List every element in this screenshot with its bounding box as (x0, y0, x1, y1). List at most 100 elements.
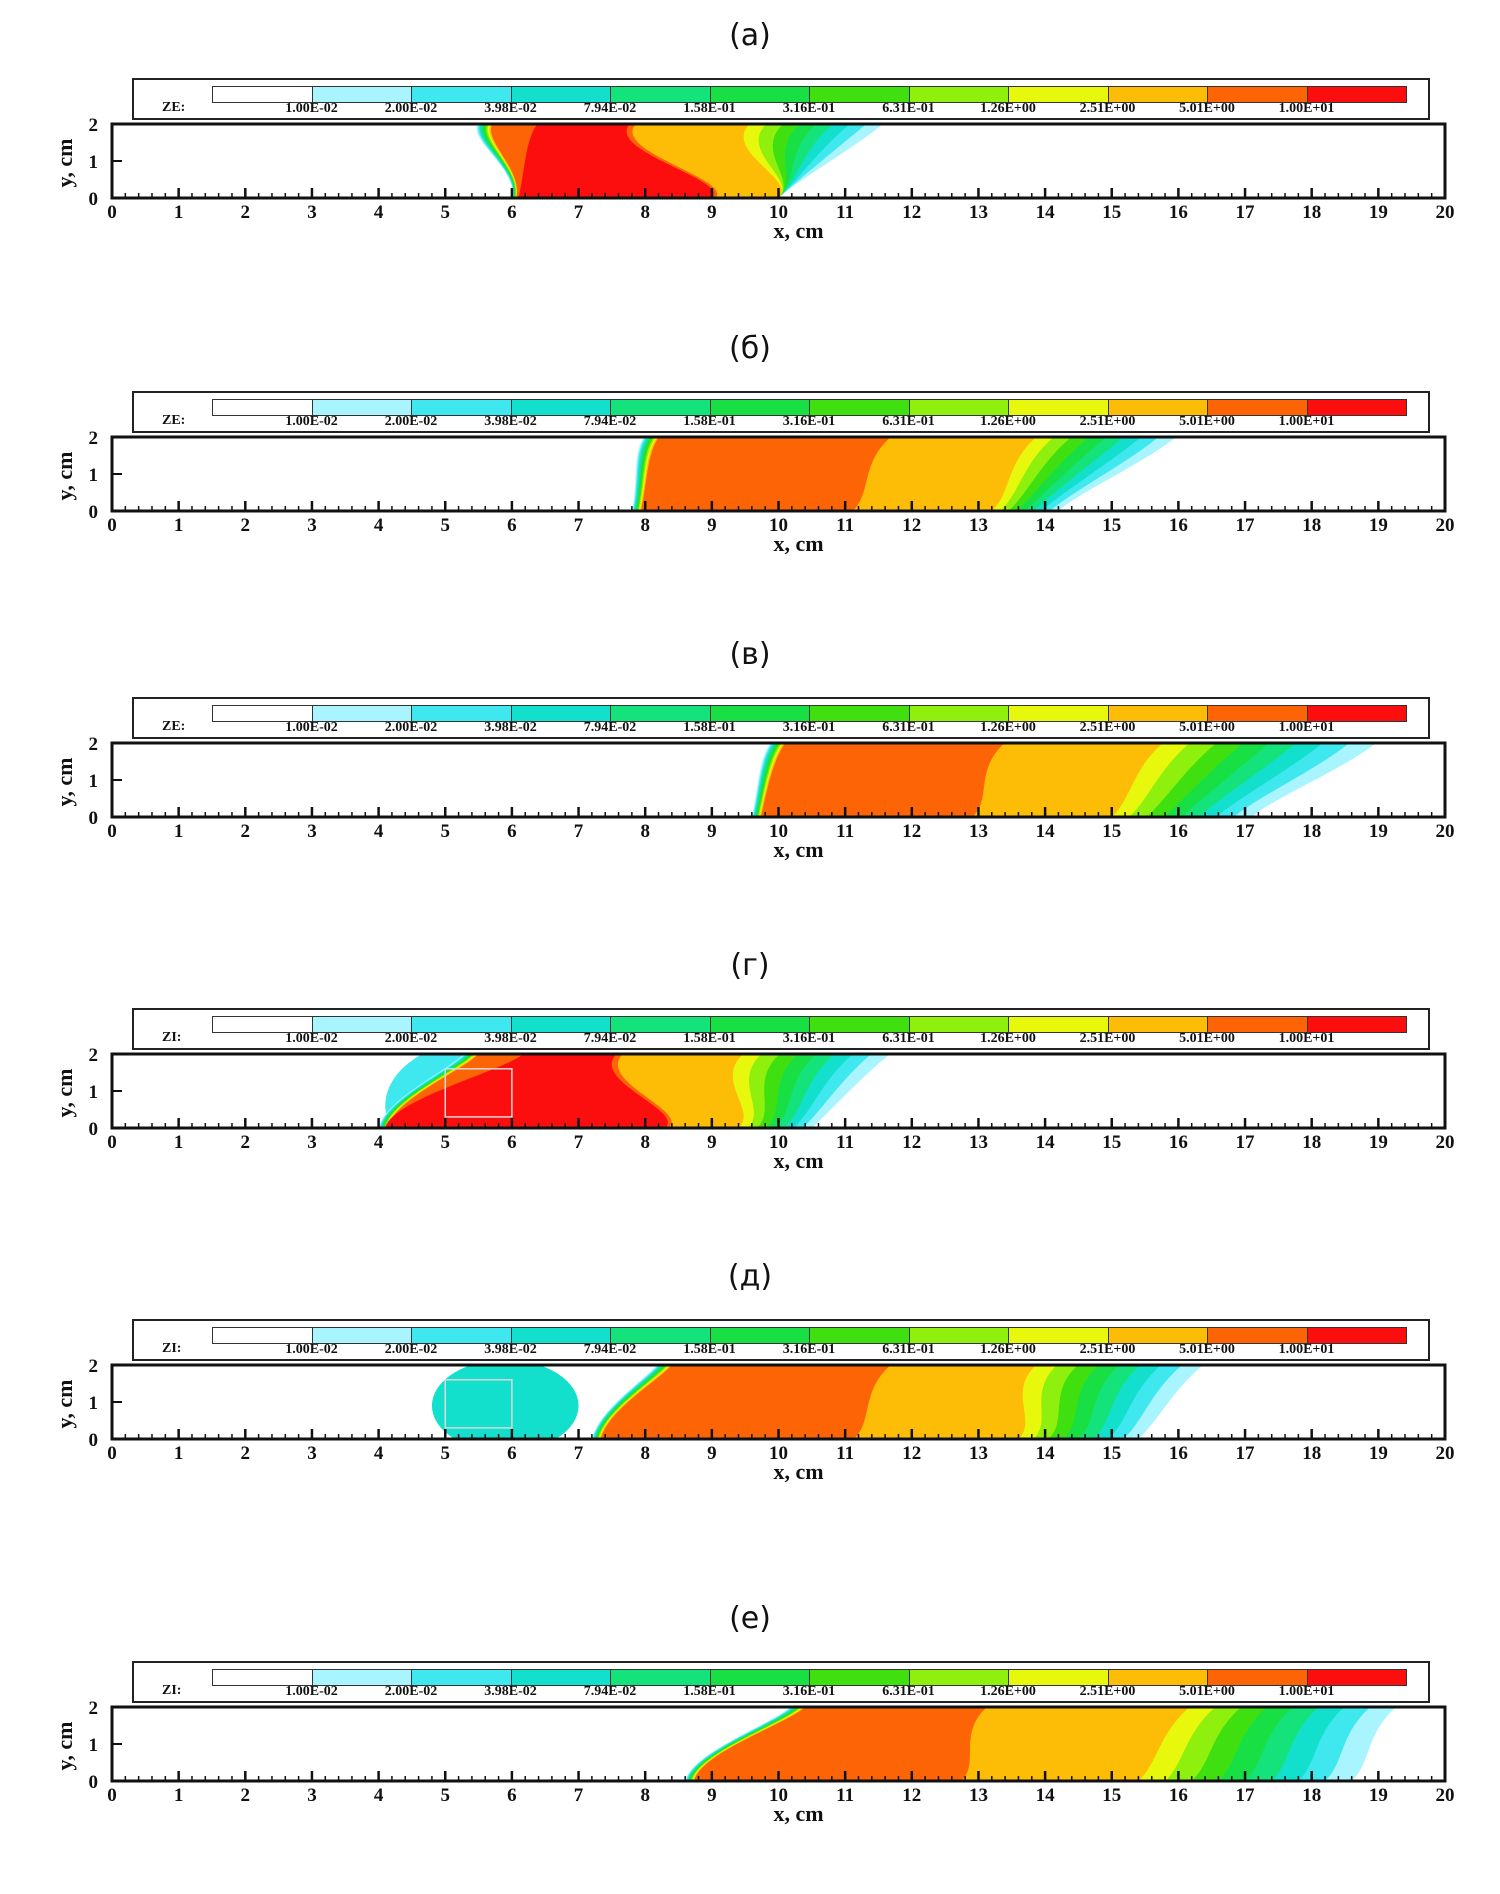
x-tick-label: 6 (507, 1443, 517, 1464)
x-tick-label: 8 (640, 1443, 650, 1464)
x-tick-label: 8 (640, 1785, 650, 1806)
legend-level-label: 1.26E+00 (980, 414, 1036, 429)
legend-level-label: 1.00E-02 (285, 1684, 338, 1699)
legend-level-label: 1.58E-01 (683, 1342, 736, 1357)
color-legend: ZE: 1.00E-02 2.00E-02 3.98E-02 7.94E-02 1.58E… (132, 391, 1430, 433)
legend-level-label: 5.01E+00 (1179, 1684, 1235, 1699)
x-tick-label: 1 (174, 1785, 184, 1806)
x-tick-label: 3 (307, 515, 317, 536)
x-tick-label: 2 (241, 202, 251, 223)
legend-level-label: 3.16E-01 (782, 1684, 836, 1699)
x-tick-label: 7 (574, 821, 584, 842)
x-tick-label: 11 (836, 821, 854, 842)
x-tick-label: 7 (574, 1443, 584, 1464)
y-axis-title: y, cm (52, 1722, 77, 1771)
y-axis-title: y, cm (52, 1380, 77, 1429)
x-tick-label: 5 (441, 515, 451, 536)
y-tick-label: 0 (89, 808, 99, 829)
legend-level-label: 7.94E-02 (583, 414, 637, 429)
y-tick-label: 2 (89, 428, 99, 449)
x-tick-label: 10 (769, 1443, 788, 1464)
y-tick-label: 0 (89, 502, 99, 523)
x-tick-label: 12 (902, 515, 921, 536)
x-tick-label: 0 (107, 515, 117, 536)
x-axis-title: x, cm (773, 218, 823, 243)
legend-level-label: 1.58E-01 (683, 414, 736, 429)
legend-level-label: 1.00E+01 (1278, 101, 1335, 116)
x-tick-label: 15 (1102, 1443, 1121, 1464)
x-tick-label: 19 (1369, 515, 1388, 536)
legend-level-label: 6.31E-01 (882, 1684, 935, 1699)
x-tick-label: 5 (441, 1443, 451, 1464)
x-tick-label: 17 (1236, 1132, 1256, 1153)
y-tick-label: 2 (89, 1356, 99, 1377)
legend-variable-label: ZE: (162, 413, 186, 428)
x-axis-title: x, cm (773, 1148, 823, 1173)
panel-label: (е) (729, 1601, 771, 1636)
legend-level-label: 1.58E-01 (683, 720, 736, 735)
x-tick-label: 3 (307, 1132, 317, 1153)
x-tick-label: 3 (307, 202, 317, 223)
color-legend: ZI: 1.00E-02 2.00E-02 3.98E-02 7.94E-02 1.58E… (132, 1319, 1430, 1361)
x-tick-label: 7 (574, 202, 584, 223)
x-tick-label: 8 (640, 515, 650, 536)
contour-panel: (б) ZE: 1.00E-02 2.00E-02 3.98E-02 7.94E-02 1.… (0, 313, 1500, 613)
x-tick-label: 8 (640, 821, 650, 842)
x-tick-label: 14 (1036, 1132, 1056, 1153)
legend-level-label: 1.58E-01 (683, 1031, 736, 1046)
panel-label: (а) (729, 18, 771, 53)
legend-swatch (1306, 1016, 1407, 1033)
x-tick-label: 11 (836, 202, 854, 223)
legend-level-label: 3.98E-02 (484, 101, 537, 116)
legend-swatch (1306, 705, 1407, 722)
x-tick-label: 19 (1369, 202, 1388, 223)
x-tick-label: 12 (902, 821, 921, 842)
legend-level-label: 1.26E+00 (980, 101, 1036, 116)
x-tick-label: 14 (1036, 202, 1056, 223)
legend-level-label: 7.94E-02 (583, 1342, 637, 1357)
legend-level-label: 1.00E+01 (1278, 1684, 1335, 1699)
x-tick-label: 10 (769, 1132, 788, 1153)
legend-level-label: 1.00E+01 (1278, 414, 1335, 429)
x-tick-label: 14 (1036, 1443, 1056, 1464)
legend-level-label: 3.16E-01 (782, 414, 836, 429)
x-tick-label: 0 (107, 821, 117, 842)
x-tick-label: 1 (174, 515, 184, 536)
x-tick-label: 4 (374, 515, 384, 536)
x-tick-label: 1 (174, 1443, 184, 1464)
x-axis-title: x, cm (773, 531, 823, 556)
x-tick-label: 15 (1102, 821, 1121, 842)
x-tick-label: 18 (1302, 515, 1321, 536)
x-axis-title: x, cm (773, 1801, 823, 1826)
x-tick-label: 15 (1102, 515, 1121, 536)
x-tick-label: 5 (441, 1132, 451, 1153)
x-tick-label: 10 (769, 202, 788, 223)
x-tick-label: 20 (1436, 821, 1455, 842)
legend-level-label: 1.00E-02 (285, 1031, 338, 1046)
legend-level-label: 1.26E+00 (980, 1684, 1036, 1699)
color-legend: ZI: 1.00E-02 2.00E-02 3.98E-02 7.94E-02 1.58E… (132, 1661, 1430, 1703)
x-tick-label: 18 (1302, 821, 1321, 842)
x-tick-label: 6 (507, 1785, 517, 1806)
x-tick-label: 15 (1102, 1785, 1121, 1806)
x-tick-label: 9 (707, 1785, 717, 1806)
x-tick-label: 9 (707, 515, 717, 536)
x-tick-label: 6 (507, 821, 517, 842)
x-tick-label: 9 (707, 1132, 717, 1153)
legend-level-label: 2.00E-02 (384, 101, 438, 116)
legend-level-label: 5.01E+00 (1179, 101, 1235, 116)
x-tick-label: 0 (107, 202, 117, 223)
panel-label: (г) (730, 948, 770, 983)
legend-level-label: 1.58E-01 (683, 101, 736, 116)
x-tick-label: 2 (241, 515, 251, 536)
legend-level-label: 6.31E-01 (882, 1342, 935, 1357)
x-tick-label: 4 (374, 202, 384, 223)
legend-level-label: 5.01E+00 (1179, 1031, 1235, 1046)
y-tick-label: 1 (89, 1735, 99, 1756)
y-axis-title: y, cm (52, 1069, 77, 1118)
legend-level-label: 1.00E-02 (285, 1342, 338, 1357)
x-tick-label: 11 (836, 515, 854, 536)
x-tick-label: 4 (374, 1785, 384, 1806)
